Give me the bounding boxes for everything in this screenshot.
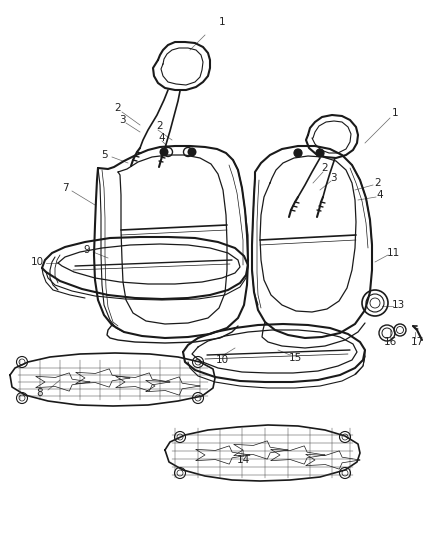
- Text: 9: 9: [84, 245, 90, 255]
- Text: 8: 8: [37, 388, 43, 398]
- Text: 1: 1: [219, 17, 225, 27]
- Circle shape: [187, 148, 197, 157]
- Text: 4: 4: [377, 190, 383, 200]
- Circle shape: [316, 149, 324, 157]
- Text: 14: 14: [237, 455, 250, 465]
- Text: 3: 3: [330, 173, 336, 183]
- Circle shape: [159, 148, 169, 157]
- Text: 17: 17: [410, 337, 424, 347]
- Text: 1: 1: [392, 108, 398, 118]
- Text: 7: 7: [62, 183, 68, 193]
- Text: 10: 10: [215, 355, 229, 365]
- Text: 13: 13: [392, 300, 405, 310]
- Text: 16: 16: [383, 337, 397, 347]
- Text: 3: 3: [119, 115, 125, 125]
- Text: 11: 11: [386, 248, 399, 258]
- Text: 2: 2: [321, 163, 328, 173]
- Text: 5: 5: [102, 150, 108, 160]
- Text: 2: 2: [374, 178, 381, 188]
- Text: 10: 10: [30, 257, 43, 267]
- Text: 2: 2: [115, 103, 121, 113]
- Circle shape: [294, 149, 302, 157]
- Text: 2: 2: [157, 121, 163, 131]
- Text: 4: 4: [159, 133, 165, 143]
- Text: 15: 15: [288, 353, 302, 363]
